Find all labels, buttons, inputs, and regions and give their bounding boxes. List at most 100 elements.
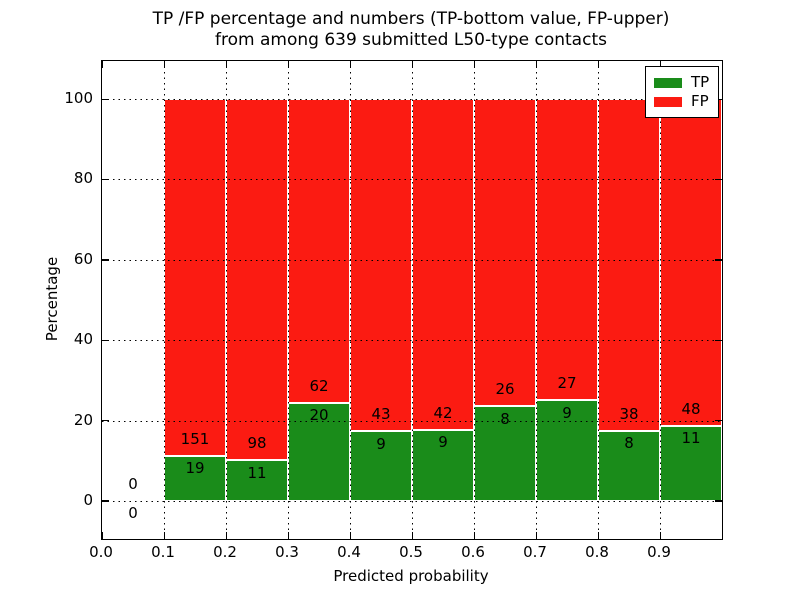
y-tick-mark [102, 339, 109, 341]
tp-count-label: 8 [500, 409, 510, 428]
tp-bar-segment [164, 455, 226, 501]
fp-count-label: 151 [180, 429, 210, 448]
fp-count-label: 26 [495, 380, 515, 399]
fp-count-label: 62 [309, 376, 329, 395]
chart-title-line2: from among 639 submitted L50-type contac… [215, 30, 607, 50]
y-tick-label: 40 [73, 330, 93, 349]
x-tick-mark [287, 61, 289, 68]
fp-bar-segment [660, 99, 722, 426]
fp-legend-swatch [654, 96, 682, 107]
vertical-gridline [536, 61, 537, 539]
tp-count-label: 9 [562, 403, 572, 422]
fp-count-label: 27 [557, 374, 577, 393]
chart-title-line1: TP /FP percentage and numbers (TP-bottom… [152, 9, 670, 29]
x-axis-label: Predicted probability [333, 567, 489, 585]
x-tick-mark [349, 532, 351, 539]
x-tick-label: 0.3 [275, 543, 299, 561]
vertical-gridline [350, 61, 351, 539]
x-tick-mark [101, 61, 103, 68]
x-tick-label: 0.1 [151, 543, 175, 561]
fp-bar-segment [536, 99, 598, 401]
y-tick-mark [715, 259, 722, 261]
x-tick-label: 0.8 [585, 543, 609, 561]
plot-area: 0 0 151 19 98 11 62 20 43 9 42 9 26 8 27 9 38 8 48 11 [101, 60, 723, 540]
x-tick-label: 0.2 [213, 543, 237, 561]
fp-bar-segment [226, 99, 288, 461]
x-tick-mark [473, 532, 475, 539]
x-tick-mark [287, 532, 289, 539]
x-tick-label: 0.6 [461, 543, 485, 561]
fp-count-label: 43 [371, 405, 391, 424]
x-tick-label: 0.0 [89, 543, 113, 561]
tp-count-label: 9 [438, 433, 448, 452]
x-tick-mark [349, 61, 351, 68]
x-tick-mark [225, 532, 227, 539]
vertical-gridline [288, 61, 289, 539]
chart-title: TP /FP percentage and numbers (TP-bottom… [101, 9, 721, 51]
tp-count-label: 0 [128, 504, 138, 523]
y-tick-mark [715, 178, 722, 181]
y-axis-label: Percentage [43, 256, 61, 342]
y-tick-label: 20 [73, 410, 93, 429]
y-tick-label: 80 [73, 169, 93, 188]
y-tick-mark [102, 420, 109, 422]
fp-bar-segment [288, 99, 350, 403]
y-tick-mark [102, 500, 109, 502]
x-tick-mark [225, 61, 227, 68]
fp-count-label: 48 [681, 399, 701, 418]
vertical-gridline [598, 61, 599, 539]
y-tick-label: 100 [64, 89, 93, 108]
fp-bar-segment [164, 99, 226, 456]
fp-count-label: 98 [247, 434, 267, 453]
legend-entry: FP [654, 94, 718, 109]
x-tick-mark [163, 532, 165, 539]
legend-entry-label: TP [691, 73, 710, 91]
x-tick-mark [411, 532, 413, 539]
x-tick-mark [411, 61, 413, 68]
x-tick-mark [163, 61, 165, 68]
y-tick-mark [102, 98, 109, 100]
tp-bar-segment [226, 460, 288, 501]
tp-count-label: 11 [247, 463, 267, 482]
tp-count-label: 20 [309, 406, 329, 425]
vertical-gridline [412, 61, 413, 539]
x-tick-mark [473, 61, 475, 68]
x-tick-label: 0.9 [647, 543, 671, 561]
x-tick-mark [101, 532, 103, 539]
tp-bar-segment [350, 431, 412, 501]
tp-count-label: 9 [376, 434, 386, 453]
x-tick-mark [535, 532, 537, 539]
x-tick-label: 0.5 [399, 543, 423, 561]
y-tick-mark [102, 259, 109, 261]
x-tick-mark [659, 61, 661, 68]
vertical-gridline [226, 61, 227, 539]
fp-bar-segment [598, 99, 660, 431]
fp-bar-segment [350, 99, 412, 432]
vertical-gridline [660, 61, 661, 539]
tp-count-label: 8 [624, 434, 634, 453]
tp-count-label: 19 [185, 459, 205, 478]
x-tick-label: 0.7 [523, 543, 547, 561]
x-tick-mark [597, 532, 599, 539]
tp-count-label: 11 [681, 429, 701, 448]
vertical-gridline [474, 61, 475, 539]
y-tick-mark [715, 339, 722, 341]
legend: TP FP [645, 66, 719, 118]
y-tick-label: 0 [83, 490, 93, 509]
fp-count-label: 42 [433, 403, 453, 422]
fp-bar-segment [412, 99, 474, 430]
fp-bar-segment [474, 99, 536, 407]
tp-legend-swatch [654, 77, 682, 88]
y-tick-mark [715, 420, 722, 422]
legend-entry-label: FP [691, 92, 709, 110]
y-tick-mark [102, 178, 109, 181]
x-tick-mark [597, 61, 599, 68]
x-tick-label: 0.4 [337, 543, 361, 561]
fp-count-label: 0 [128, 474, 138, 493]
vertical-gridline [164, 61, 165, 539]
legend-entry: TP [654, 75, 718, 90]
fp-count-label: 38 [619, 404, 639, 423]
tp-bar-segment [598, 430, 660, 501]
y-tick-mark [715, 500, 722, 502]
